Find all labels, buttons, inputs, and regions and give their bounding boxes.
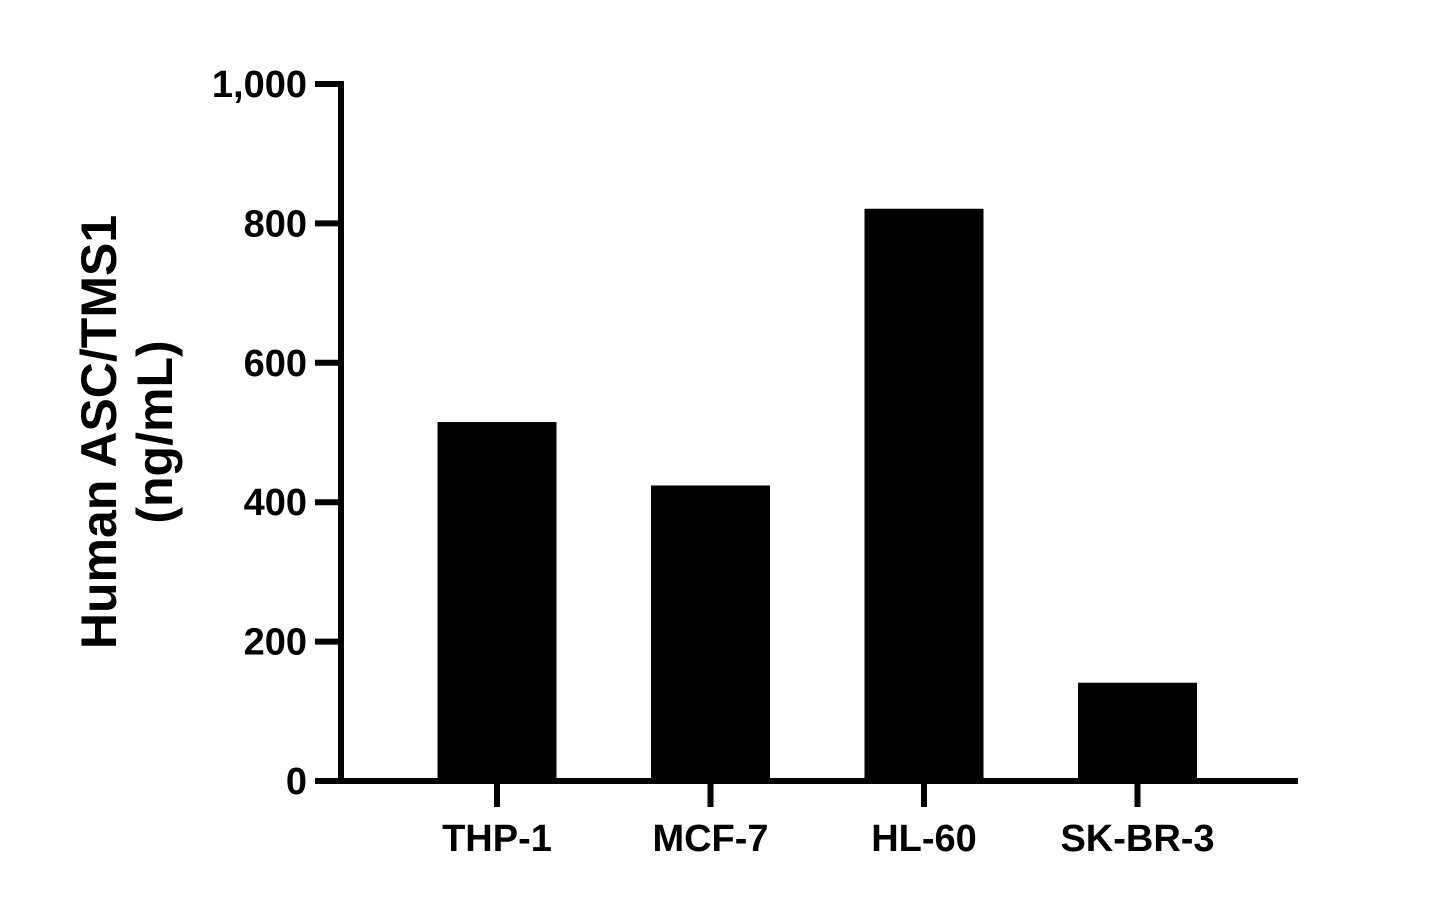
bar-thp-1 — [437, 422, 557, 781]
x-tick-label: THP-1 — [442, 818, 552, 860]
y-axis: 0 200 400 600 800 1,000 — [212, 64, 344, 803]
bar-hl-60 — [864, 208, 984, 781]
y-axis-title: Human ASC/TMS1 (ng/mL) — [71, 215, 183, 649]
bar-mcf-7 — [651, 485, 770, 781]
y-tick-label: 200 — [244, 622, 307, 664]
x-axis: THP-1 MCF-7 HL-60 SK-BR-3 — [315, 778, 1298, 860]
bar-sk-br-3 — [1078, 682, 1197, 781]
y-tick-label: 0 — [286, 761, 307, 803]
y-tick-label: 800 — [244, 203, 307, 245]
x-tick-label: SK-BR-3 — [1060, 818, 1214, 860]
x-tick-label: HL-60 — [871, 818, 977, 860]
y-tick-label: 1,000 — [212, 64, 307, 106]
bars-group — [437, 208, 1197, 781]
x-tick-label: MCF-7 — [652, 818, 768, 860]
y-tick-label: 600 — [244, 343, 307, 385]
y-axis-title-line-1: Human ASC/TMS1 — [71, 215, 127, 649]
y-tick-label: 400 — [244, 482, 307, 524]
y-axis-title-line-2: (ng/mL) — [127, 340, 183, 523]
